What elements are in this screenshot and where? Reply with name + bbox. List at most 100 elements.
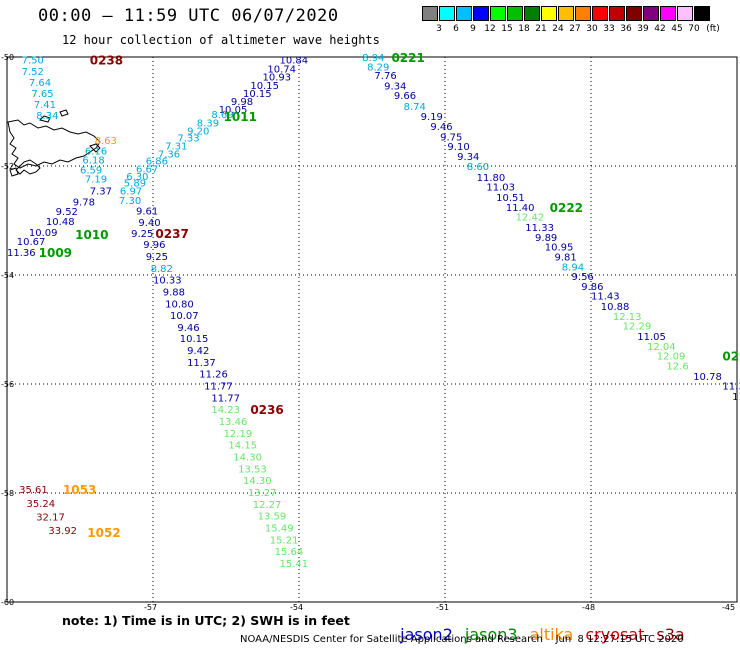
wave-height-value: 9.88 (163, 287, 185, 298)
wave-height-value: 12.04 (647, 342, 676, 353)
scale-label: 45 (671, 24, 683, 34)
pass-time-label: 1010 (75, 228, 108, 242)
wave-height-value: 9.86 (581, 282, 603, 293)
wave-height-value: 7.76 (374, 71, 396, 82)
wave-height-value: 10.67 (17, 237, 46, 248)
scale-swatch (609, 6, 625, 21)
wave-height-value: 10.74 (267, 64, 296, 75)
scale-swatch (456, 6, 472, 21)
wave-height-value: 9.98 (231, 97, 253, 108)
wave-height-value: 15.21 (270, 535, 299, 546)
legend-jason2: jason2 (400, 625, 453, 644)
wave-height-value: 9.66 (394, 91, 416, 102)
wave-height-value: 10.95 (545, 243, 574, 254)
scale-label: 18 (518, 24, 530, 34)
wave-height-value: 14.30 (233, 452, 262, 463)
wave-height-value: 13.27 (248, 488, 277, 499)
wave-height-value: 7.50 (22, 56, 44, 67)
pass-time-label: 0222 (550, 201, 583, 215)
wave-height-value: 10.07 (170, 311, 199, 322)
scale-swatch (660, 6, 676, 21)
wave-height-value: 9.46 (430, 122, 452, 133)
scale-swatch (541, 6, 557, 21)
wave-height-value: 7.19 (85, 175, 107, 186)
pass-time-label: 0237 (155, 227, 188, 241)
page-title: 00:00 – 11:59 UTC 06/07/2020 (38, 6, 339, 26)
wave-height-value: 7.31 (165, 141, 187, 152)
wave-height-value: 7.65 (31, 89, 53, 100)
wave-height-value: 6.30 (126, 172, 148, 183)
scale-swatch (643, 6, 659, 21)
pass-time-label: 022 (722, 350, 740, 364)
pass-time-label: 1009 (39, 246, 72, 260)
longitude-label: -45 (722, 603, 735, 610)
wave-height-value: 9.34 (384, 81, 406, 92)
map-grid (7, 57, 737, 602)
satellite-legend: jason2 jason3 altika cryosat s3a (390, 606, 697, 644)
scale-label: 30 (586, 24, 598, 34)
wave-height-value: 9.42 (187, 346, 209, 357)
scale-label: 21 (535, 24, 547, 34)
wave-height-value: 10.15 (250, 81, 279, 92)
wave-height-value: 15.64 (275, 547, 304, 558)
wave-height-value: 33.92 (48, 526, 77, 537)
wave-height-value: 32.17 (36, 512, 65, 523)
longitude-label: -54 (290, 603, 303, 610)
latitude-label: -56 (1, 380, 14, 389)
scale-swatch (694, 6, 710, 21)
wave-height-value: 9.19 (421, 112, 443, 123)
wave-height-value: 11.80 (477, 173, 506, 184)
wave-height-value: 7.52 (22, 67, 44, 78)
wave-height-value: 11 (732, 392, 740, 403)
wave-height-value: 7.64 (29, 78, 51, 89)
scale-label: 9 (470, 24, 476, 34)
wave-height-value: 12.42 (516, 213, 545, 224)
scale-swatch (439, 6, 455, 21)
legend-s3a: s3a (656, 625, 685, 644)
wave-height-value: 8.82 (151, 264, 173, 275)
wave-height-value: 11.03 (486, 183, 515, 194)
wave-height-value: 5.89 (124, 178, 146, 189)
wave-height-value: 6.97 (120, 187, 142, 198)
wave-height-value: 8.69 (211, 110, 233, 121)
wave-height-value: 11.43 (591, 292, 620, 303)
wave-height-value: 6.16 (85, 147, 107, 158)
wave-height-value: 14.23 (211, 405, 240, 416)
legend-jason3: jason3 (464, 625, 518, 644)
wave-height-value: 11.3 (722, 382, 740, 393)
wave-height-value: 10.15 (180, 334, 209, 345)
scale-label: 42 (654, 24, 666, 34)
wave-height-value: 35.61 (19, 485, 48, 496)
wave-height-value: 9.46 (177, 323, 199, 334)
scale-label: 70 (688, 24, 700, 34)
wave-height-value: 9.20 (187, 127, 209, 138)
wave-height-value: 7.36 (158, 149, 180, 160)
wave-height-value: 9.61 (136, 207, 158, 218)
wave-height-value: 9.10 (447, 142, 469, 153)
wave-height-value: 7.37 (90, 187, 112, 198)
latitude-label: -54 (1, 271, 14, 280)
wave-height-value: 11.26 (199, 370, 228, 381)
scale-swatch (507, 6, 523, 21)
wave-height-value: 12.09 (657, 352, 686, 363)
scale-swatch (473, 6, 489, 21)
wave-height-value: 12.19 (224, 429, 253, 440)
latitude-label: -60 (1, 598, 14, 607)
wave-height-value: 9.25 (146, 252, 168, 263)
wave-height-value: 10.48 (46, 217, 75, 228)
wave-height-value: 7.33 (177, 134, 199, 145)
wave-height-value: 9.89 (535, 233, 557, 244)
legend-altika: altika (529, 625, 574, 644)
scale-swatch (558, 6, 574, 21)
wave-height-value: 7.30 (119, 196, 141, 207)
wave-height-value: 9.78 (73, 197, 95, 208)
wave-height-value: 9.52 (56, 207, 78, 218)
scale-label: 33 (603, 24, 615, 34)
scale-swatch (592, 6, 608, 21)
falkland-islands-coastline (7, 109, 101, 177)
wave-height-value: 11.40 (506, 203, 535, 214)
wave-height-value: 10.78 (693, 372, 722, 383)
scale-label: 36 (620, 24, 632, 34)
latitude-label: -50 (1, 53, 14, 62)
